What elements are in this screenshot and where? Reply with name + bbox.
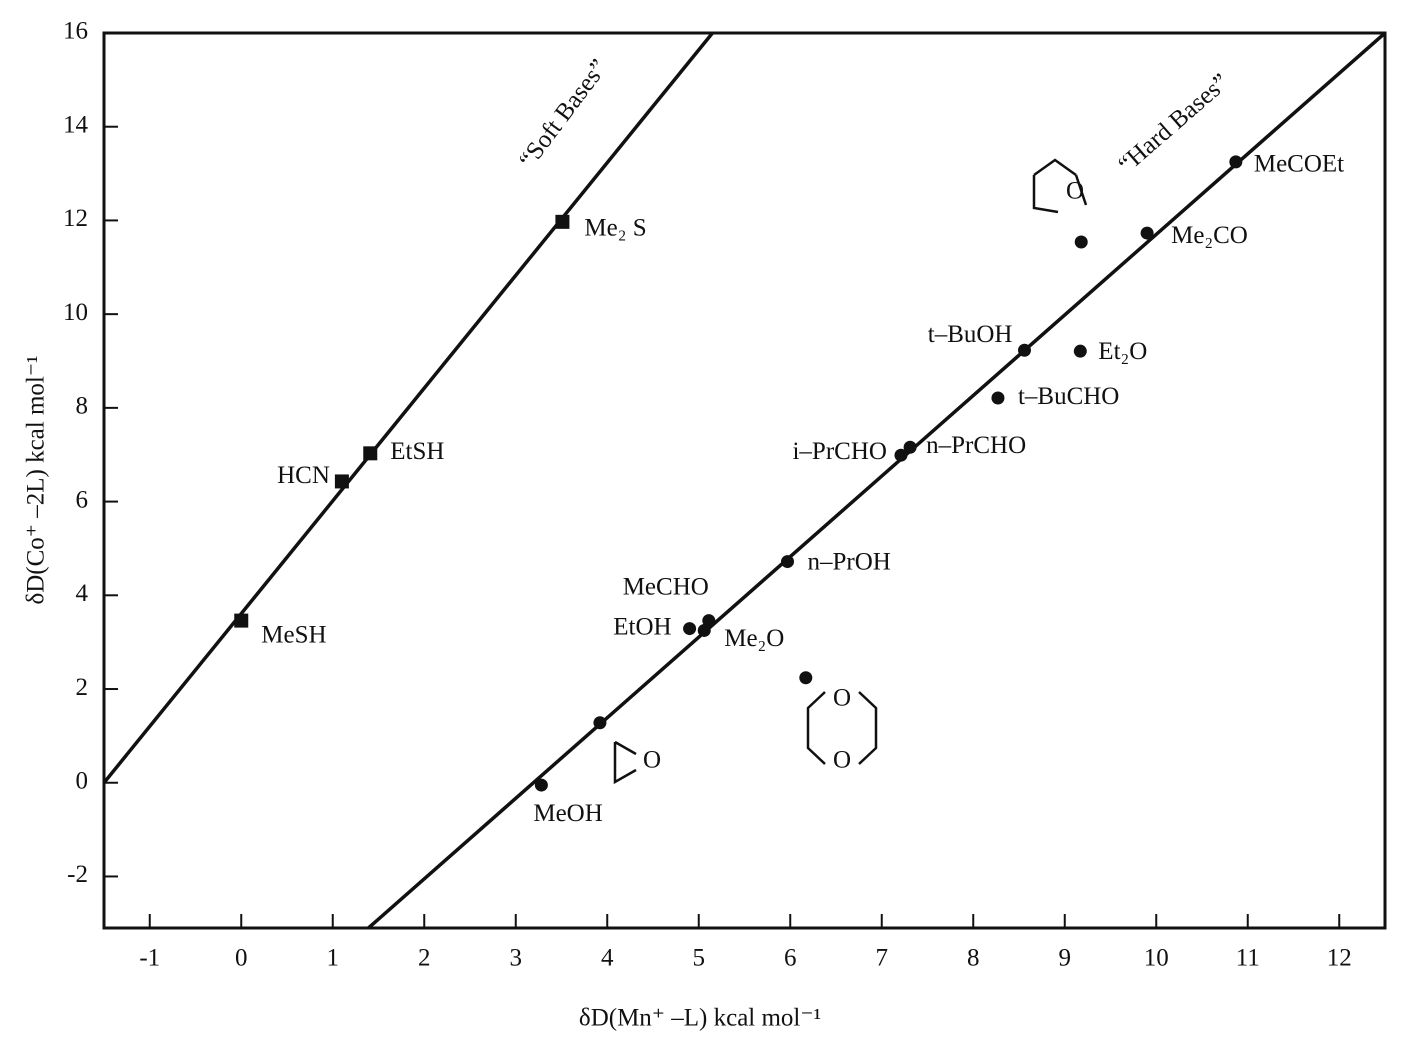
ring-atom: O xyxy=(833,747,851,774)
point xyxy=(555,214,570,229)
point xyxy=(593,716,607,730)
point-label: n–PrOH xyxy=(808,548,891,575)
point xyxy=(334,474,349,489)
y-axis-label: δD(Co⁺ –2L) kcal mol⁻¹ xyxy=(23,355,50,604)
point-label: Me₂ S xyxy=(584,215,646,242)
point-label: MeCOEt xyxy=(1254,151,1344,178)
point-label: t–BuCHO xyxy=(1018,383,1119,410)
x-tick-label: 6 xyxy=(784,945,797,972)
y-tick-label: 12 xyxy=(63,205,88,232)
point xyxy=(683,622,697,636)
point-label: Me₂CO xyxy=(1171,222,1248,249)
y-tick-label: 10 xyxy=(63,299,88,326)
y-tick-label: -2 xyxy=(67,861,88,888)
x-tick-label: 10 xyxy=(1144,945,1169,972)
thf-ring xyxy=(1032,158,1088,214)
x-tick-label: 1 xyxy=(327,945,340,972)
y-tick-label: 8 xyxy=(76,393,89,420)
point-label: EtSH xyxy=(390,438,444,465)
x-tick-label: 5 xyxy=(693,945,706,972)
y-tick-label: 14 xyxy=(63,111,89,138)
x-tick-label: 11 xyxy=(1236,945,1260,972)
x-tick-label: 0 xyxy=(235,945,248,972)
dioxane-ring xyxy=(806,691,878,765)
y-tick-label: 2 xyxy=(76,674,89,701)
fit-line xyxy=(104,33,714,784)
point-label: MeSH xyxy=(261,621,326,648)
point xyxy=(903,440,917,454)
point xyxy=(1074,235,1088,249)
y-tick-label: 4 xyxy=(76,580,89,607)
y-tick-label: 0 xyxy=(76,767,89,794)
point xyxy=(363,446,378,461)
point-label: Et₂O xyxy=(1098,338,1147,365)
x-tick-label: 3 xyxy=(510,945,523,972)
point-label: EtOH xyxy=(613,613,671,640)
point-label: Me₂O xyxy=(724,625,784,652)
point xyxy=(702,614,716,628)
x-tick-label: 12 xyxy=(1327,945,1352,972)
x-tick-label: 4 xyxy=(601,945,614,972)
point-label: MeOH xyxy=(533,800,602,827)
point xyxy=(534,778,548,792)
point-label: i–PrCHO xyxy=(792,438,886,465)
point xyxy=(697,623,711,637)
point xyxy=(799,671,813,685)
point-label: n–PrCHO xyxy=(926,432,1026,459)
point xyxy=(991,391,1005,405)
x-tick-label: 2 xyxy=(418,945,431,972)
series-name: “Soft Bases” xyxy=(514,55,613,174)
x-tick-label: 8 xyxy=(967,945,980,972)
oxirane-ring xyxy=(613,740,637,785)
ring-atom: O xyxy=(643,747,661,774)
fit-line xyxy=(367,33,1385,928)
point xyxy=(781,555,795,569)
plot-frame xyxy=(102,31,1387,930)
point xyxy=(234,613,249,628)
y-tick-label: 6 xyxy=(76,486,89,513)
x-tick-label: -1 xyxy=(139,945,160,972)
point xyxy=(1073,344,1087,358)
point xyxy=(1229,155,1243,169)
x-tick-label: 7 xyxy=(876,945,889,972)
point-label: MeCHO xyxy=(623,573,709,600)
point xyxy=(894,448,908,462)
y-tick-label: 16 xyxy=(63,18,88,45)
series-name: “Hard Bases” xyxy=(1113,69,1234,179)
point-label: HCN xyxy=(277,462,330,489)
point xyxy=(1140,226,1154,240)
point-label: t–BuOH xyxy=(928,321,1013,348)
x-tick-label: 9 xyxy=(1059,945,1072,972)
point xyxy=(1017,343,1031,357)
ring-atom: O xyxy=(1066,178,1084,205)
ring-atom: O xyxy=(833,685,851,712)
x-axis-label: δD(Mn⁺ –L) kcal mol⁻¹ xyxy=(579,1005,821,1032)
